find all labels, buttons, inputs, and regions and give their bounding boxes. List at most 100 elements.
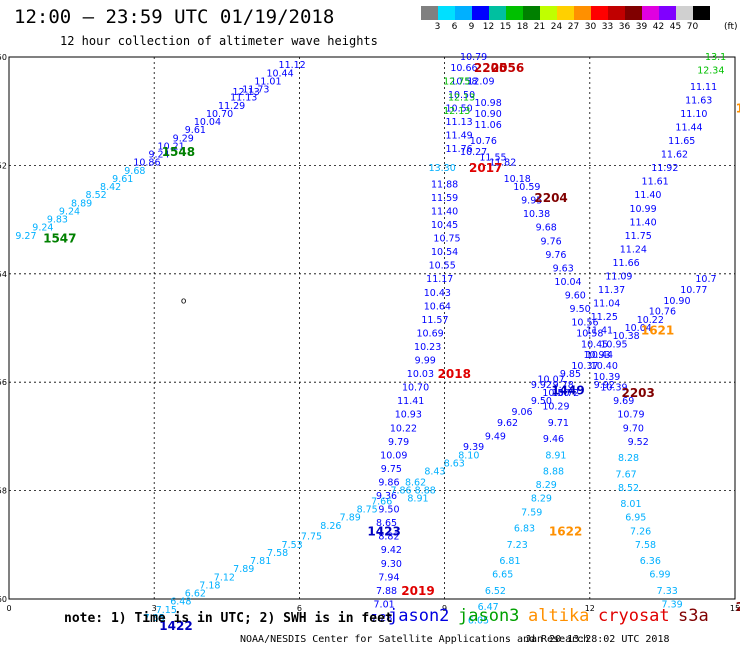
wave-height-value: 6.99 [649, 570, 670, 581]
wave-height-value: 7.81 [250, 556, 271, 567]
wave-height-value: 8.88 [543, 467, 564, 478]
wave-height-value: 10.27 [460, 147, 487, 158]
wave-height-value: 8.43 [424, 467, 445, 478]
wave-height-value: 11.40 [629, 217, 656, 228]
wave-height-value: 7.67 [616, 469, 637, 480]
wave-height-value: 9.30 [381, 559, 402, 570]
wave-height-value: 6.95 [625, 513, 646, 524]
wave-height-value: 7.66 [371, 496, 392, 507]
legend-label: 6 [451, 22, 458, 32]
wave-height-value: 9.69 [613, 396, 634, 407]
wave-height-value: 9.29 [173, 133, 194, 144]
legend-label: 3 [434, 22, 441, 32]
wave-height-value: 7.59 [521, 507, 542, 518]
legend-label: 24 [550, 22, 563, 32]
wave-height-value: 10.40 [591, 361, 618, 372]
wave-height-value: 10.86 [133, 158, 160, 169]
wave-height-value: 10.98 [475, 98, 502, 109]
wave-height-value: 9.70 [623, 423, 644, 434]
wave-height-value: 11.44 [675, 122, 702, 133]
wave-height-value: 8.29 [531, 494, 552, 505]
wave-height-value: 9.83 [47, 215, 68, 226]
wave-height-value: 10.45 [431, 220, 458, 231]
wave-height-value: 7.01 [374, 599, 395, 610]
legend-swatch [438, 6, 455, 20]
pass-time-label: 2056 [491, 61, 524, 75]
wave-height-value: 13.30 [429, 163, 456, 174]
wave-height-value: 9.60 [565, 290, 586, 301]
wave-height-value: 6.65 [492, 570, 513, 581]
wave-height-value: 11.17 [426, 274, 453, 285]
wave-height-value: 9.06 [511, 407, 532, 418]
wave-height-value: 10.50 [446, 103, 473, 114]
legend-swatch [608, 6, 625, 20]
wave-height-value: 9.71 [548, 418, 569, 429]
wave-height-value: 11.88 [431, 179, 458, 190]
wave-height-value: 11.57 [421, 315, 448, 326]
wave-height-value: 8.26 [320, 521, 341, 532]
footer-note: note: 1) Time is in UTC; 2) SWH is in fe… [64, 611, 393, 626]
pass-time-label: 2017 [469, 161, 502, 175]
wave-height-value: 10.69 [416, 328, 443, 339]
wave-height-value: 10.38 [523, 209, 550, 220]
wave-height-value: 8.65 [376, 518, 397, 529]
wave-height-value: 10.79 [460, 52, 487, 63]
legend-label: 36 [618, 22, 631, 32]
wave-height-value: 6.47 [478, 602, 499, 613]
wave-height-value: 7.39 [662, 599, 683, 610]
wave-height-value: 10.70 [206, 109, 233, 120]
wave-height-value: 13.1 [705, 52, 726, 63]
wave-height-value: 10.56 [571, 318, 598, 329]
pass-time-label: 2019 [401, 584, 434, 598]
wave-height-value: 10.50 [542, 388, 569, 399]
wave-height-value: 9.92 [594, 380, 615, 391]
wave-height-value: 11.25 [591, 312, 618, 323]
wave-height-value: 10.99 [629, 204, 656, 215]
wave-height-value: 10.76 [470, 136, 497, 147]
wave-height-value: 9.27 [15, 231, 36, 242]
wave-height-value: 10.66 [450, 63, 477, 74]
wave-height-value: 10.18 [504, 174, 531, 185]
wave-height-value: 11.41 [397, 396, 424, 407]
legend-swatch [421, 6, 438, 20]
lat-tick-label: -54 [0, 270, 7, 279]
wave-height-value: 9.50 [378, 505, 399, 516]
wave-height-value: 11.11 [690, 82, 717, 93]
wave-height-value: 12.13 [233, 87, 260, 98]
wave-height-value: 8.62 [405, 477, 426, 488]
wave-height-value: 8.91 [545, 450, 566, 461]
lon-tick-label: 6 [297, 604, 302, 613]
wave-height-value: 11.59 [431, 193, 458, 204]
wave-height-value: 7.18 [199, 580, 220, 591]
wave-height-value: 8.89 [71, 198, 92, 209]
wave-height-value: 10.7 [695, 274, 716, 285]
lon-tick-label: 3 [152, 604, 157, 613]
wave-height-value: 8.75 [357, 505, 378, 516]
legend-label: 45 [669, 22, 682, 32]
wave-height-value: 10.76 [649, 307, 676, 318]
wave-height-value: 9.86 [378, 477, 399, 488]
wave-height-value: 6.48 [170, 597, 191, 608]
wave-height-value: 9.61 [185, 125, 206, 136]
wave-height-value: 7.86 [390, 486, 411, 497]
pass-time-label: 1548 [162, 145, 195, 159]
wave-height-value: 9.62 [497, 418, 518, 429]
lon-tick-label: 12 [585, 604, 595, 613]
wave-height-value: 9.42 [381, 545, 402, 556]
wave-height-value: 11.92 [651, 163, 678, 174]
wave-height-value: 9.99 [415, 356, 436, 367]
wave-height-value: 10.79 [617, 410, 644, 421]
wave-height-value: 11.10 [680, 109, 707, 120]
wave-height-value: 10.54 [431, 247, 458, 258]
wave-height-value: 7.89 [340, 513, 361, 524]
wave-height-value: 10.03 [407, 369, 434, 380]
wave-height-value: 7.15 [156, 605, 177, 616]
wave-height-value: 9.61 [112, 174, 133, 185]
wave-height-value: 7.75 [301, 532, 322, 543]
pass-time-label: 2205 [474, 61, 507, 75]
wave-height-value: 6.62 [185, 589, 206, 600]
pass-time-label: 1622 [549, 524, 582, 538]
wave-height-value: 11.55 [479, 152, 506, 163]
wave-height-value: 8.63 [444, 459, 465, 470]
